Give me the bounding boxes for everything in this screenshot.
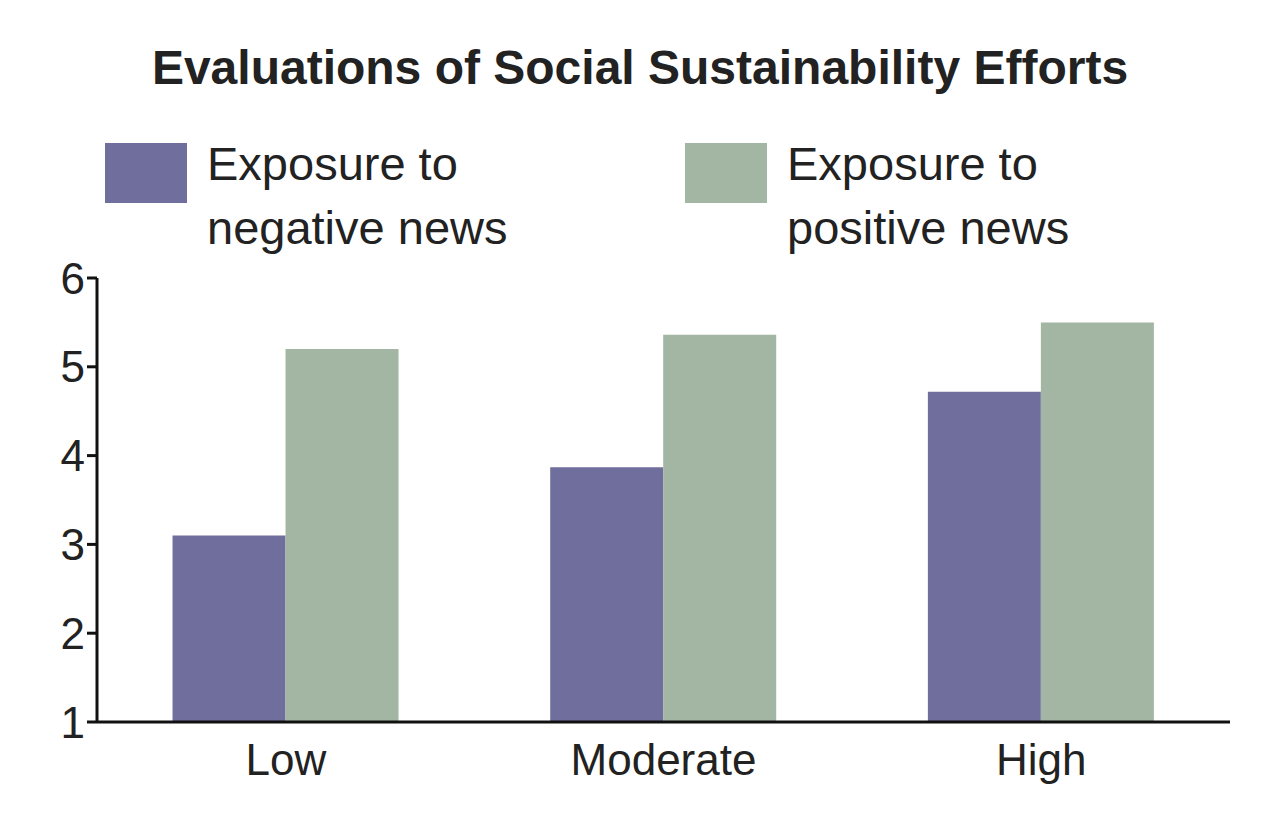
- html-text:Evaluations of Social Sustaina: Evaluations of Social Sustainability Eff…: [151, 41, 1129, 94]
- html-text:Exposure to positive news: Exposure to positive news: [787, 137, 1070, 254]
- svg-text:Moderate: Moderate: [571, 735, 757, 784]
- svg-text:5: 5: [61, 342, 85, 391]
- svg-text:2: 2: [61, 609, 85, 658]
- svg-text:3: 3: [61, 520, 85, 569]
- svg-text:Low: Low: [245, 735, 326, 784]
- html-text:Exposure to negative news: Exposure to negative news: [207, 137, 508, 254]
- svg-text:6: 6: [61, 254, 85, 303]
- svg-text:4: 4: [61, 431, 85, 480]
- svg-text:1: 1: [61, 698, 85, 747]
- svg-text:High: High: [996, 735, 1087, 784]
